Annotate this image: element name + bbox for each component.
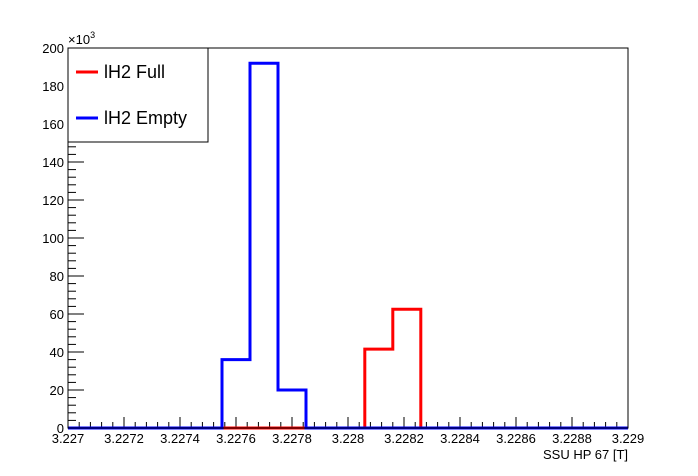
x-tick-label: 3.2278 xyxy=(272,431,312,446)
y-tick-label: 40 xyxy=(50,345,64,360)
y-tick-label: 60 xyxy=(50,307,64,322)
y-tick-label: 100 xyxy=(42,231,64,246)
x-tick-label: 3.227 xyxy=(52,431,85,446)
x-tick-label: 3.2274 xyxy=(160,431,200,446)
legend-label-full: lH2 Full xyxy=(104,62,165,82)
legend: lH2 Full lH2 Empty xyxy=(67,47,209,143)
y-tick-label: 180 xyxy=(42,79,64,94)
y-multiplier: ×103 xyxy=(68,30,95,47)
series-layer xyxy=(68,61,628,430)
x-tick-label: 3.2282 xyxy=(384,431,424,446)
x-tick-label: 3.2272 xyxy=(104,431,144,446)
y-tick-label: 140 xyxy=(42,155,64,170)
x-axis-label: SSU HP 67 [T] xyxy=(543,447,628,462)
x-tick-label: 3.2284 xyxy=(440,431,480,446)
x-tick-label: 3.2276 xyxy=(216,431,256,446)
x-tick-label: 3.2288 xyxy=(552,431,592,446)
y-tick-label: 120 xyxy=(42,193,64,208)
y-tick-label: 160 xyxy=(42,117,64,132)
x-tick-label: 3.228 xyxy=(332,431,365,446)
tick-labels: 3.227 3.2272 3.2274 3.2276 3.2278 3.228 3.2282… xyxy=(42,41,644,446)
x-tick-label: 3.229 xyxy=(612,431,645,446)
y-tick-label: 200 xyxy=(42,41,64,56)
series-line-full xyxy=(68,307,628,430)
y-multiplier-base: ×10 xyxy=(68,32,90,47)
y-tick-label: 80 xyxy=(50,269,64,284)
y-tick-label: 0 xyxy=(57,421,64,436)
y-tick-label: 20 xyxy=(50,383,64,398)
legend-label-empty: lH2 Empty xyxy=(104,108,187,128)
series-line-empty xyxy=(68,61,628,430)
y-multiplier-exponent: 3 xyxy=(90,30,95,40)
plot-frame xyxy=(67,47,629,429)
legend-box xyxy=(67,47,209,143)
x-tick-label: 3.2286 xyxy=(496,431,536,446)
